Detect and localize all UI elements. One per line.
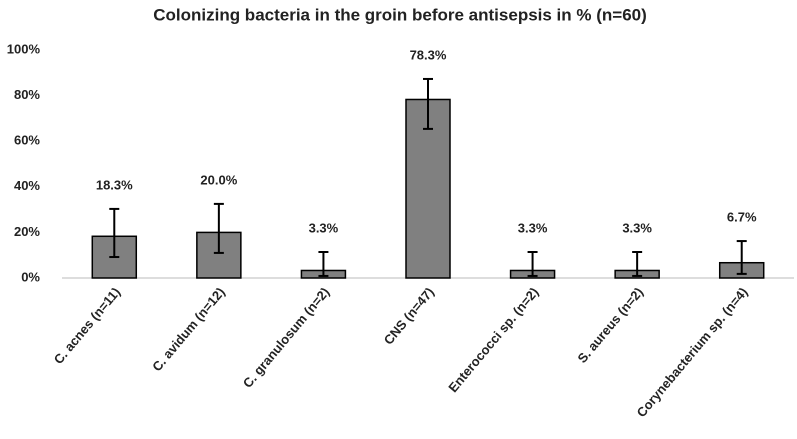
value-label: 3.3% <box>518 220 548 235</box>
value-label: 6.7% <box>727 210 757 225</box>
x-tick-label: C. granulosum (n=2) <box>240 284 333 390</box>
value-label: 18.3% <box>96 177 133 192</box>
x-tick-label: Enterococci sp. (n=2) <box>445 284 541 395</box>
y-tick-label: 60% <box>14 133 40 148</box>
y-tick-label: 0% <box>21 269 40 284</box>
x-tick-label: S. aureus (n=2) <box>574 284 646 365</box>
x-tick-label: Corynebacterium sp. (n=4) <box>634 284 751 420</box>
value-label: 20.0% <box>200 172 237 187</box>
value-label: 3.3% <box>622 220 652 235</box>
y-tick-label: 40% <box>14 178 40 193</box>
chart-title: Colonizing bacteria in the groin before … <box>153 5 647 24</box>
y-tick-label: 100% <box>7 41 41 56</box>
value-label: 78.3% <box>410 47 447 62</box>
y-tick-label: 20% <box>14 224 40 239</box>
value-label: 3.3% <box>309 220 339 235</box>
x-tick-label: C. avidum (n=12) <box>149 284 228 374</box>
x-tick-label: C. acnes (n=11) <box>51 284 124 366</box>
y-tick-label: 80% <box>14 87 40 102</box>
x-tick-label: CNS (n=47) <box>381 284 437 347</box>
